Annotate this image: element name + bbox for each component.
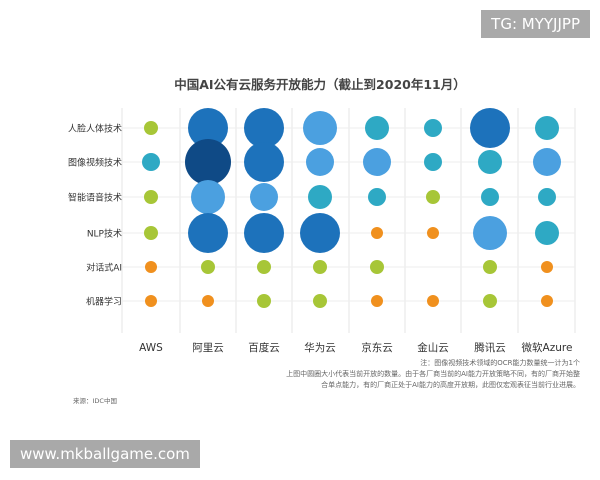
x-tick-label: 阿里云	[192, 342, 224, 354]
bubble	[473, 216, 507, 250]
note-line-2: 上图中圆圈大小代表当前开放的数量。由于各厂商当前的AI能力开放策略不同，有的厂商…	[286, 370, 580, 378]
bubble	[483, 294, 497, 308]
bubble	[142, 153, 160, 171]
bubble	[244, 108, 284, 148]
bubble	[538, 188, 556, 206]
bubble	[371, 227, 383, 239]
bubble	[244, 213, 284, 253]
bubble	[533, 148, 561, 176]
y-tick-label: 机器学习	[86, 296, 122, 308]
y-tick-label: NLP技术	[87, 228, 122, 240]
bubble	[144, 226, 158, 240]
bubble	[188, 108, 228, 148]
bubble	[478, 150, 502, 174]
watermark-top: TG: MYYJJPP	[481, 10, 590, 38]
y-tick-label: 智能语音技术	[68, 192, 122, 204]
bubble	[306, 148, 334, 176]
x-tick-label: 金山云	[417, 341, 449, 354]
bubble	[202, 295, 214, 307]
bubble	[470, 108, 510, 148]
bubble	[363, 148, 391, 176]
bubble	[424, 119, 442, 137]
bubble	[145, 295, 157, 307]
bubble	[191, 180, 225, 214]
bubble	[185, 139, 231, 185]
x-tick-label: 腾讯云	[474, 341, 506, 354]
bubble	[371, 295, 383, 307]
bubble	[535, 116, 559, 140]
bubble	[308, 185, 332, 209]
bubble	[144, 190, 158, 204]
y-tick-label: 对话式AI	[86, 262, 122, 274]
bubble	[313, 294, 327, 308]
bubble	[481, 188, 499, 206]
bubble	[313, 260, 327, 274]
x-tick-label: 京东云	[361, 341, 393, 354]
bubble	[427, 227, 439, 239]
x-tick-label: AWS	[139, 342, 163, 354]
y-tick-label: 图像视频技术	[68, 157, 122, 169]
bubble	[300, 213, 340, 253]
bubble	[303, 111, 337, 145]
x-tick-label: 百度云	[248, 341, 280, 354]
note-line-3: 合单点能力，有的厂商正处于AI能力的高度开放期，此图仅宏观表征当前行业进展。	[321, 381, 580, 389]
note-line-1: 注：图像视频技术领域的OCR能力数量统一计为1个	[420, 359, 580, 367]
bubble	[257, 260, 271, 274]
bubble	[535, 221, 559, 245]
source-label: 来源：IDC中国	[73, 397, 117, 405]
bubble	[250, 183, 278, 211]
bubble	[144, 121, 158, 135]
y-tick-label: 人脸人体技术	[68, 123, 122, 135]
x-tick-label: 微软Azure	[522, 341, 573, 354]
bubble	[426, 190, 440, 204]
bubble	[370, 260, 384, 274]
bubble	[257, 294, 271, 308]
bubble	[541, 261, 553, 273]
bubble	[427, 295, 439, 307]
bubble	[188, 213, 228, 253]
x-tick-label: 华为云	[304, 341, 336, 354]
bubble	[368, 188, 386, 206]
bubble	[365, 116, 389, 140]
chart-title: 中国AI公有云服务开放能力（截止到2020年11月）	[174, 77, 466, 92]
bubble	[145, 261, 157, 273]
watermark-bottom: www.mkballgame.com	[10, 440, 200, 468]
bubble	[201, 260, 215, 274]
bubble	[483, 260, 497, 274]
bubble	[424, 153, 442, 171]
bubble	[541, 295, 553, 307]
bubble	[244, 142, 284, 182]
